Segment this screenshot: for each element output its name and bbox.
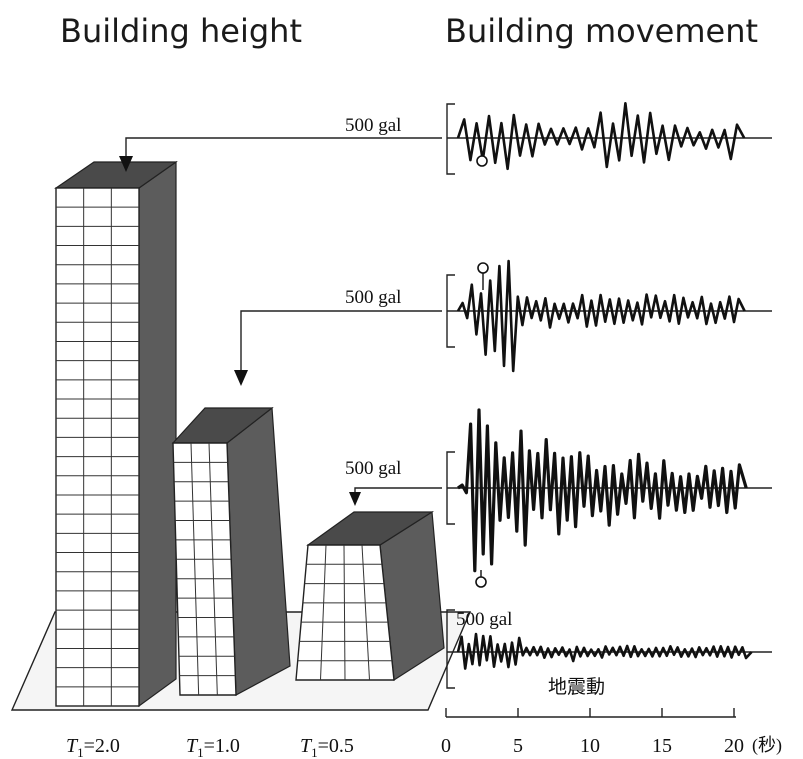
- medium-building: [171, 406, 291, 696]
- ground-motion-label: 地震動: [548, 676, 605, 698]
- tall-building: [54, 160, 178, 708]
- medium-building-side: [226, 406, 291, 696]
- ground-motion-waveform: [456, 632, 753, 670]
- period-label-medium: T1=1.0: [186, 735, 240, 759]
- time-tick-0: 0: [441, 735, 451, 757]
- time-axis: 0 5 10 15 20 (秒): [441, 708, 782, 757]
- building-movement-header: Building movement: [445, 12, 758, 50]
- time-tick-20: 20: [724, 735, 744, 757]
- building-height-header: Building height: [60, 12, 302, 50]
- time-tick-10: 10: [580, 735, 600, 757]
- tall-response-waveform: [456, 102, 746, 171]
- tall-building-facade: [55, 187, 140, 707]
- trace-baselines: [447, 137, 772, 653]
- scale-label-short: 500 gal: [345, 458, 401, 479]
- short-response-waveform: [457, 408, 748, 573]
- scale-label-tall: 500 gal: [345, 115, 401, 136]
- period-label-tall: T1=2.0: [66, 735, 120, 759]
- short-building: [295, 510, 445, 682]
- time-axis-unit: (秒): [752, 735, 782, 756]
- time-tick-5: 5: [513, 735, 523, 757]
- tall-building-side: [138, 160, 177, 708]
- connector-short: [349, 487, 442, 506]
- connector-medium: [234, 310, 442, 386]
- scale-brackets: [446, 103, 455, 689]
- connector-tall: [119, 137, 442, 172]
- medium-building-facade: [172, 442, 237, 696]
- scale-label-ground: 500 gal: [456, 609, 512, 630]
- medium-response-waveform: [456, 259, 746, 373]
- peak-markers: [475, 152, 489, 588]
- period-label-short: T1=0.5: [300, 735, 354, 759]
- time-tick-15: 15: [652, 735, 672, 757]
- scale-label-medium: 500 gal: [345, 287, 401, 308]
